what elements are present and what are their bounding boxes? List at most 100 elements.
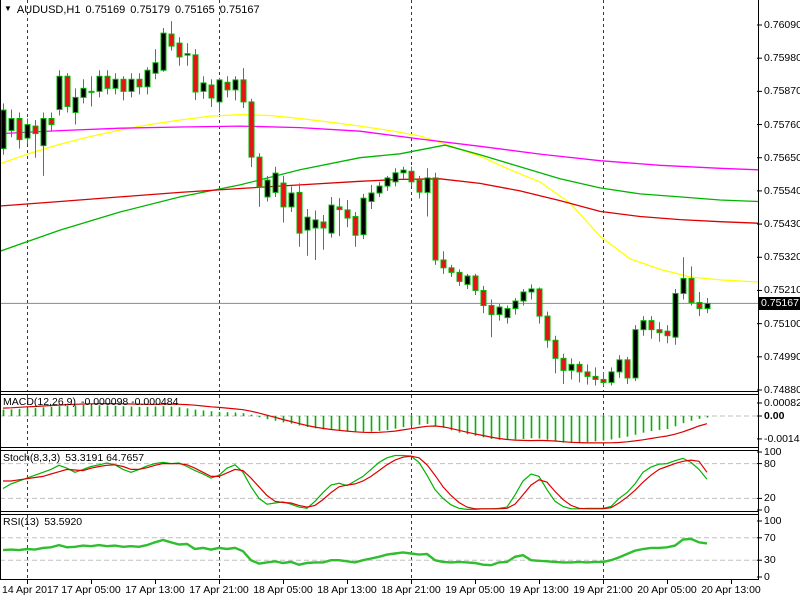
candle-bull xyxy=(24,124,31,139)
candle-bull xyxy=(160,32,167,71)
candle-bear xyxy=(320,221,327,229)
candle-bull xyxy=(232,79,239,91)
ma-line-red xyxy=(0,178,759,224)
panel-splitter-macd-stoch[interactable] xyxy=(0,446,800,451)
candle-bull xyxy=(152,62,159,74)
candle-bull xyxy=(512,300,519,310)
candle-bull xyxy=(88,90,95,93)
candle-bull xyxy=(640,320,647,331)
candle-bull xyxy=(128,78,135,92)
candle-bear xyxy=(280,182,287,208)
candle-bull xyxy=(288,192,295,208)
candle-bear xyxy=(248,101,255,158)
ma-line-green xyxy=(0,144,759,252)
candle-bull xyxy=(216,79,223,103)
candle-bull xyxy=(608,371,615,383)
candle-bull xyxy=(632,329,639,379)
candle-bear xyxy=(544,315,551,341)
stoch-d-line xyxy=(3,455,708,510)
candle-bull xyxy=(56,75,63,110)
candle-bear xyxy=(440,259,447,269)
candle-bull xyxy=(400,169,407,174)
rsi-line xyxy=(2,537,708,567)
candle-bull xyxy=(144,69,151,88)
candle-bear xyxy=(656,329,663,334)
candle-bear xyxy=(224,81,231,91)
candle-bear xyxy=(64,75,71,107)
candle-bear xyxy=(32,125,39,135)
candle-bull xyxy=(112,78,119,89)
candle-bear xyxy=(624,359,631,379)
candle-bull xyxy=(464,275,471,285)
candle-bear xyxy=(648,320,655,331)
panel-splitter-stoch-rsi[interactable] xyxy=(0,510,800,515)
candle-bull xyxy=(672,292,679,338)
candle-bear xyxy=(120,78,127,92)
candle-bear xyxy=(696,302,703,310)
candle-bear xyxy=(256,156,263,188)
candle-bear xyxy=(104,75,111,89)
ma-line-yellow xyxy=(0,113,759,283)
candle-bull xyxy=(704,302,711,310)
candle-bull xyxy=(200,82,207,92)
candle-bear xyxy=(168,33,175,47)
macd-signal-line xyxy=(2,403,708,444)
candle-bull xyxy=(392,172,399,183)
candle-bear xyxy=(48,118,55,126)
candle-bear xyxy=(448,267,455,273)
candle-bull xyxy=(264,179,271,198)
ma-line-magenta xyxy=(0,125,759,171)
candle-bear xyxy=(344,209,351,219)
candle-bull xyxy=(360,197,367,236)
candle-bull xyxy=(72,96,79,113)
candle-bear xyxy=(600,378,607,383)
candle-bull xyxy=(376,185,383,194)
candle-bear xyxy=(296,191,303,234)
candle-bear xyxy=(536,288,543,317)
candle-bull xyxy=(680,277,687,294)
candle-bull xyxy=(0,109,7,150)
candle-bear xyxy=(136,78,143,88)
candle-bull xyxy=(328,204,335,234)
candle-bear xyxy=(416,179,423,193)
candle-bull xyxy=(528,288,535,293)
candle-bull xyxy=(40,118,47,147)
candle-bear xyxy=(480,289,487,307)
candle-bull xyxy=(184,53,191,56)
candle-bull xyxy=(8,118,15,132)
candle-bear xyxy=(592,375,599,380)
candle-bull xyxy=(304,216,311,231)
candle-bear xyxy=(456,271,463,282)
candle-bear xyxy=(584,371,591,377)
candle-bear xyxy=(488,305,495,316)
candle-bear xyxy=(16,118,23,141)
candle-bear xyxy=(560,357,567,371)
candle-bull xyxy=(568,363,575,371)
candle-bull xyxy=(616,359,623,373)
candle-bear xyxy=(472,275,479,291)
candle-bull xyxy=(496,306,503,316)
candle-bear xyxy=(208,84,215,99)
candle-bear xyxy=(336,206,343,211)
candle-bear xyxy=(408,170,415,183)
candle-bull xyxy=(368,192,375,202)
candle-bear xyxy=(432,177,439,261)
candle-bear xyxy=(240,79,247,103)
candle-bear xyxy=(576,363,583,373)
candle-bull xyxy=(424,177,431,193)
candle-bull xyxy=(504,308,511,319)
candle-bull xyxy=(384,177,391,187)
candle-bear xyxy=(192,54,199,93)
candle-bull xyxy=(272,172,279,193)
candle-bear xyxy=(352,216,359,236)
candle-bear xyxy=(664,330,671,337)
candle-bull xyxy=(80,87,87,98)
candle-bear xyxy=(552,339,559,359)
candle-bull xyxy=(96,75,103,92)
candle-bull xyxy=(312,219,319,229)
candle-bear xyxy=(176,42,183,58)
panel-splitter-main-macd[interactable] xyxy=(0,390,800,395)
candle-bear xyxy=(688,277,695,304)
